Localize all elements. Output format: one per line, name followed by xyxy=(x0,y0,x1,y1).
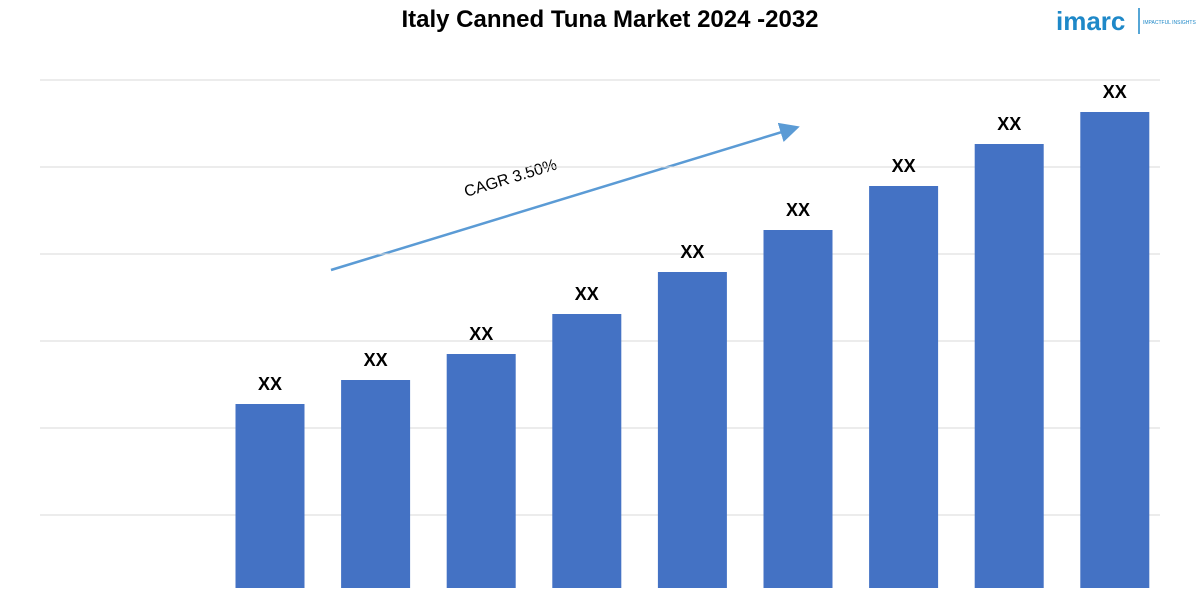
value-label: XX xyxy=(1103,82,1127,102)
value-label: XX xyxy=(997,114,1021,134)
value-label: XX xyxy=(786,200,810,220)
bar xyxy=(235,404,305,588)
bar xyxy=(763,230,833,588)
logo: imarc IMPACTFUL INSIGHTS xyxy=(1056,6,1196,36)
chart-title: Italy Canned Tuna Market 2024 -2032 xyxy=(401,6,818,33)
bar xyxy=(1080,112,1150,588)
bar xyxy=(974,144,1044,588)
value-label: XX xyxy=(364,350,388,370)
bar xyxy=(657,272,727,588)
bar xyxy=(446,354,516,588)
value-label: XX xyxy=(469,324,493,344)
bar xyxy=(552,314,622,588)
value-label: XX xyxy=(258,374,282,394)
logo-name: imarc xyxy=(1056,6,1125,36)
bar xyxy=(869,186,939,588)
value-label: XX xyxy=(575,284,599,304)
value-label: XX xyxy=(892,156,916,176)
value-label: XX xyxy=(680,242,704,262)
cagr-arrow xyxy=(330,122,800,272)
bar xyxy=(341,380,411,588)
logo-tagline: IMPACTFUL INSIGHTS xyxy=(1143,20,1196,26)
